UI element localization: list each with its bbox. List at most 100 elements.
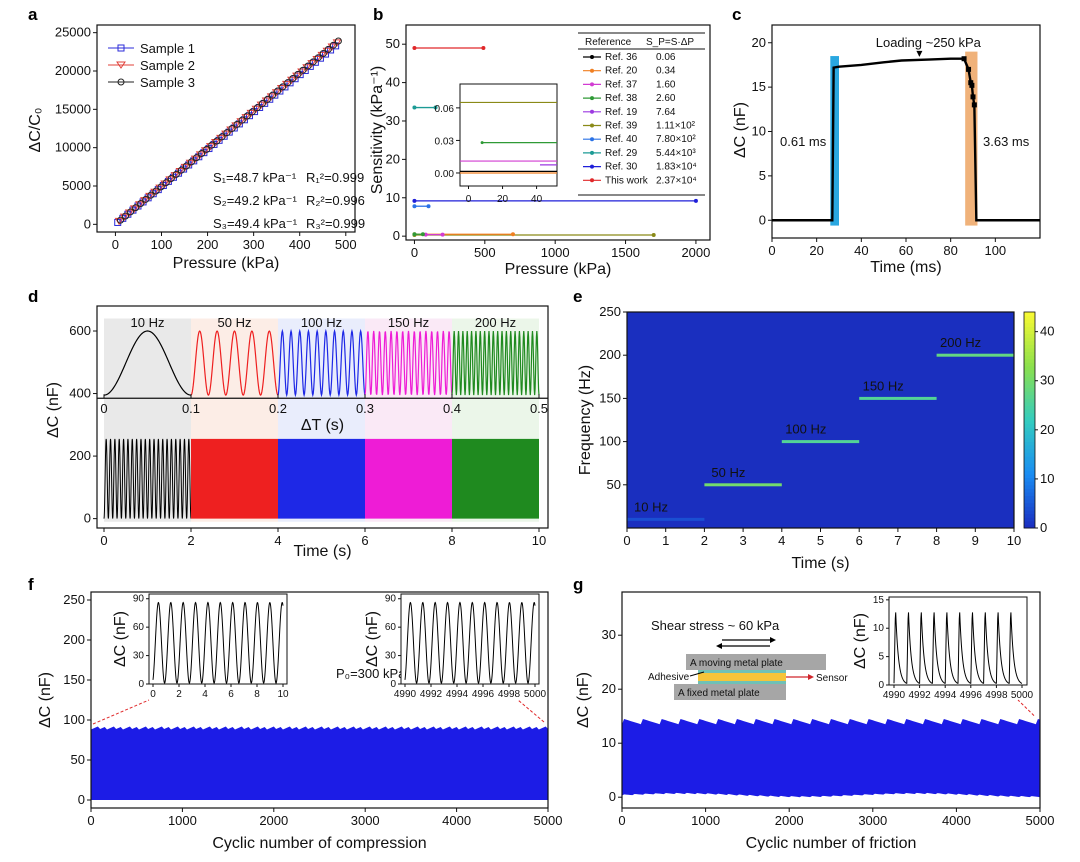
table-swatch-marker: [590, 96, 594, 101]
inset-first-cycles-ytick-label: 90: [133, 594, 145, 605]
c-xtick-label: 0: [768, 243, 775, 258]
panel-g-frame: [621, 591, 1041, 809]
segment-start-point: [412, 204, 417, 209]
f-xtick-label: 0: [87, 813, 94, 828]
a-xtick-label: 200: [197, 237, 219, 252]
x-axis-label: Time (ms): [870, 259, 941, 276]
f-ytick-label: 200: [63, 632, 85, 647]
table-swatch-marker: [590, 178, 594, 183]
sample3-point: [299, 66, 307, 74]
inset-ytick-label: 15: [873, 595, 885, 606]
colorbar-step: [1024, 474, 1035, 479]
panel-g: g 0 1000 2000 3000 4000 5000 0 10 20 30 Cyclic numb…: [573, 575, 1054, 852]
colorbar-step: [1024, 466, 1035, 471]
zoom-xtick-label: 0.1: [182, 401, 200, 416]
fit-r-squared: R₃²=0.999: [306, 216, 365, 231]
c-xtick-label: 40: [854, 243, 868, 258]
sample3-point: [223, 129, 231, 137]
a-xtick-label: 100: [151, 237, 173, 252]
colorbar-step: [1024, 333, 1035, 338]
colorbar-step: [1024, 448, 1035, 453]
b-ytick-label: 10: [386, 190, 400, 205]
cyclic-signal-fill: [91, 726, 548, 800]
b-inset-ytick-label: 0.06: [435, 104, 455, 115]
fit-sensitivity: S₂=49.2 kPa⁻¹: [213, 193, 297, 208]
colorbar-tick-label: 20: [1040, 422, 1054, 437]
curve-marker: [971, 102, 977, 108]
sample3-point: [233, 120, 241, 128]
inset-first-cycles-xtick-label: 4: [202, 689, 208, 700]
table-header-reference: Reference: [585, 37, 632, 48]
inset-last-cycles-ytick-label: 90: [385, 594, 397, 605]
segment-end-point: [651, 233, 656, 238]
sample3-point: [203, 145, 211, 153]
table-header-value: S_P=S·ΔP: [646, 37, 694, 48]
colorbar-step: [1024, 513, 1035, 518]
g-xtick-label: 5000: [1026, 813, 1055, 828]
colorbar-step: [1024, 427, 1035, 432]
d-ytick-label: 200: [69, 448, 91, 463]
spectrogram-band: [781, 440, 860, 444]
zoom-xtick-label: 0.3: [356, 401, 374, 416]
colorbar-step: [1024, 405, 1035, 410]
colorbar-step: [1024, 358, 1035, 363]
panel-f: f0 1000 2000 3000 4000 5000050100150200250Cyc…: [28, 575, 562, 852]
inset-frame: [459, 83, 558, 187]
y-axis-label: Sensitivity (kPa⁻¹): [369, 66, 386, 194]
table-ref-name: Ref. 37: [605, 79, 638, 90]
sensor-layer: [698, 673, 786, 681]
c-xtick-label: 20: [809, 243, 823, 258]
sample3-point: [187, 158, 195, 166]
x-axis-label: Cyclic number of compression: [212, 835, 426, 852]
sample3-point: [142, 195, 150, 203]
sample3-point: [279, 83, 287, 91]
colorbar-step: [1024, 384, 1035, 389]
colorbar-step: [1024, 520, 1035, 525]
panel-e: e 10 Hz 50 Hz 100 Hz 150 Hz 200 Hz 0 1 2 3 4 5 6 7 8 9 1…: [573, 287, 1054, 572]
colorbar-step: [1024, 499, 1035, 504]
inset-pointer-left: [92, 699, 150, 725]
panel-a: a0 100 200 300 400 50005000100001500020000250…: [27, 5, 365, 272]
colorbar-step: [1024, 488, 1035, 493]
colorbar-step: [1024, 351, 1035, 356]
y-axis-label: ΔC (nF): [37, 672, 54, 728]
panel-letter: d: [28, 287, 38, 306]
inset-last-cycles-xtick-label: 4992: [420, 689, 443, 700]
colorbar-step: [1024, 445, 1035, 450]
sample3-point: [289, 75, 297, 83]
a-ytick-label: 20000: [55, 63, 91, 78]
inset-first-cycles-ylabel: ΔC (nF): [112, 611, 129, 667]
colorbar-step: [1024, 502, 1035, 507]
legend-label: Sample 2: [140, 58, 195, 73]
band-label: 150 Hz: [863, 378, 904, 393]
a-xtick-label: 0: [112, 237, 119, 252]
e-xtick-label: 2: [701, 533, 708, 548]
legend-marker: [117, 78, 125, 86]
colorbar-step: [1024, 322, 1035, 327]
colorbar-step: [1024, 348, 1035, 353]
panel-letter: b: [373, 5, 383, 24]
table-ref-value: 0.06: [656, 52, 676, 63]
sample3-point: [162, 179, 170, 187]
d-xtick-label: 2: [187, 533, 194, 548]
x-axis-label: Cyclic number of friction: [746, 835, 917, 852]
sample3-point: [157, 183, 165, 191]
colorbar-step: [1024, 452, 1035, 457]
g-xtick-label: 2000: [775, 813, 804, 828]
panel-b-frame: [405, 24, 711, 241]
panel-c: c 0 20 40 60 80 100 0 5 10 15 20 Time (ms) ΔC (nF) Loa…: [732, 5, 1041, 276]
sample3-point: [314, 54, 322, 62]
colorbar-step: [1024, 463, 1035, 468]
table-swatch-marker: [590, 123, 594, 128]
colorbar-step: [1024, 430, 1035, 435]
shear-arrowhead-left: [716, 643, 722, 649]
curve-marker: [968, 80, 974, 86]
c-ytick-label: 20: [752, 35, 766, 50]
c-ytick-label: 0: [759, 212, 766, 227]
segment-background: [104, 318, 191, 522]
sample3-point: [116, 216, 124, 224]
legend-label: Sample 3: [140, 75, 195, 90]
shear-stress-label: Shear stress ~ 60 kPa: [651, 618, 780, 633]
zoom-waveform: [364, 330, 453, 396]
g-ytick-label: 20: [602, 681, 616, 696]
